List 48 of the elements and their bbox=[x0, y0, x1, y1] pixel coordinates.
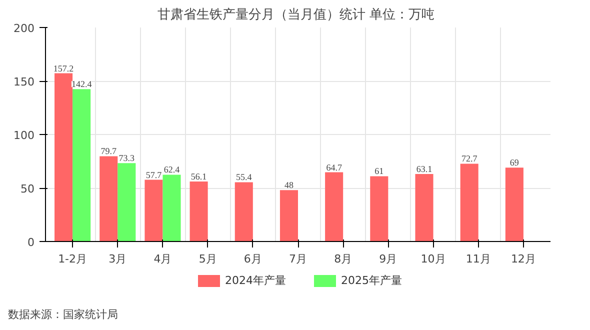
legend-label: 2025年产量 bbox=[340, 273, 402, 289]
data-label: 55.4 bbox=[236, 172, 252, 182]
bar bbox=[280, 190, 298, 242]
bar bbox=[370, 176, 388, 242]
x-tick-label: 8月 bbox=[334, 252, 352, 266]
data-label: 79.7 bbox=[100, 146, 117, 156]
data-label: 157.2 bbox=[53, 63, 74, 74]
bar bbox=[460, 164, 478, 242]
x-tick-label: 10月 bbox=[420, 252, 446, 266]
bar bbox=[100, 156, 118, 242]
data-label: 72.7 bbox=[461, 154, 478, 164]
source-note: 数据来源：国家统计局 bbox=[8, 307, 118, 323]
y-tick-label: 100 bbox=[14, 129, 35, 142]
x-tick-label: 5月 bbox=[198, 252, 217, 266]
data-label: 62.4 bbox=[164, 164, 180, 175]
data-label: 61 bbox=[374, 166, 384, 176]
data-label: 56.1 bbox=[190, 171, 207, 182]
data-label: 57.7 bbox=[146, 170, 162, 180]
x-tick-label: 12月 bbox=[510, 252, 536, 266]
x-tick-label: 11月 bbox=[466, 252, 491, 266]
chart-title: 甘肃省生铁产量分月（当月值）统计 单位：万吨 bbox=[157, 8, 435, 22]
bar bbox=[190, 181, 208, 242]
y-tick-label: 0 bbox=[28, 236, 34, 249]
legend-label: 2024年产量 bbox=[224, 273, 286, 289]
bar bbox=[54, 73, 73, 242]
data-label: 64.7 bbox=[326, 162, 342, 172]
y-tick-label: 150 bbox=[14, 76, 35, 88]
x-tick-label: 1-2月 bbox=[58, 252, 88, 266]
data-label: 48 bbox=[284, 180, 294, 190]
data-label: 73.3 bbox=[118, 153, 136, 164]
bar bbox=[415, 174, 434, 242]
data-label: 69 bbox=[510, 158, 520, 168]
data-label: 63.1 bbox=[416, 164, 432, 174]
data-label: 142.4 bbox=[71, 79, 92, 90]
bar bbox=[118, 163, 136, 242]
bar bbox=[234, 182, 253, 242]
y-tick-label: 200 bbox=[14, 22, 35, 35]
y-tick-label: 50 bbox=[20, 182, 35, 196]
x-tick-label: 6月 bbox=[244, 252, 262, 266]
bar bbox=[144, 180, 163, 242]
x-tick-label: 9月 bbox=[379, 252, 398, 266]
bar bbox=[72, 89, 91, 242]
x-tick-label: 7月 bbox=[289, 252, 307, 266]
bar bbox=[325, 172, 344, 242]
bar bbox=[162, 174, 181, 242]
x-tick-label: 4月 bbox=[154, 252, 172, 266]
x-tick-label: 3月 bbox=[108, 252, 127, 266]
bar bbox=[505, 168, 524, 242]
